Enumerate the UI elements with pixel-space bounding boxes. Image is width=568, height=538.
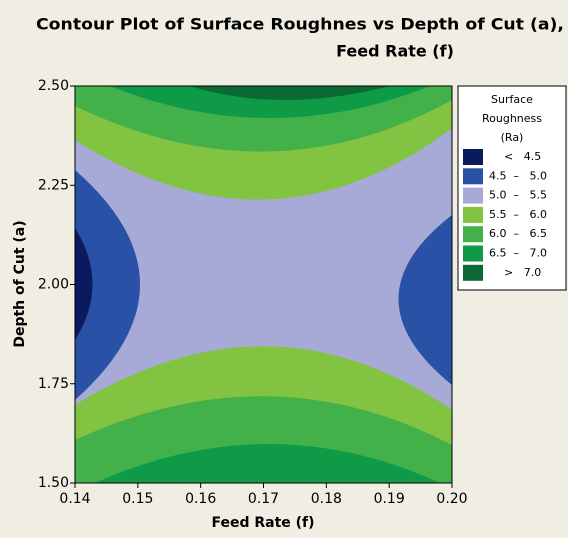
legend-label: 5.0 – 5.5 xyxy=(489,189,547,202)
x-tick-label: 0.16 xyxy=(185,491,216,507)
legend-title: (Ra) xyxy=(501,131,524,144)
contour-region xyxy=(95,444,440,483)
chart-title: Feed Rate (f) xyxy=(336,42,454,61)
legend-swatch xyxy=(463,168,483,185)
x-tick-label: 0.19 xyxy=(374,491,405,507)
legend-label: > 7.0 xyxy=(504,266,541,279)
y-tick-label: 2.00 xyxy=(38,277,69,293)
y-tick-label: 1.50 xyxy=(38,475,69,491)
x-tick-label: 0.20 xyxy=(436,491,467,507)
legend-swatch xyxy=(463,264,483,281)
x-tick-label: 0.17 xyxy=(248,491,279,507)
legend-swatch xyxy=(463,149,483,165)
y-tick-label: 2.25 xyxy=(38,177,69,193)
legend-title: Roughness xyxy=(482,112,542,125)
legend-label: < 4.5 xyxy=(504,150,541,163)
legend-swatch xyxy=(463,187,483,204)
x-tick-label: 0.14 xyxy=(59,491,90,507)
y-tick-label: 2.50 xyxy=(38,78,69,94)
legend-label: 4.5 – 5.0 xyxy=(489,169,547,182)
legend-title: Surface xyxy=(491,93,533,106)
y-tick-label: 1.75 xyxy=(38,376,69,392)
chart-title: Contour Plot of Surface Roughnes vs Dept… xyxy=(36,15,564,34)
contour-region xyxy=(190,86,390,100)
legend-swatch xyxy=(463,206,483,223)
legend-label: 6.5 – 7.0 xyxy=(489,247,547,260)
contour-region xyxy=(75,170,140,400)
x-axis-label: Feed Rate (f) xyxy=(211,515,314,531)
legend-swatch xyxy=(463,245,483,262)
legend-label: 5.5 – 6.0 xyxy=(489,208,547,221)
x-tick-label: 0.18 xyxy=(311,491,342,507)
contour-region xyxy=(75,228,93,340)
legend-label: 6.0 – 6.5 xyxy=(489,227,547,240)
legend-swatch xyxy=(463,226,483,243)
x-tick-label: 0.15 xyxy=(122,491,153,507)
contour-plot xyxy=(75,86,452,483)
y-axis-label: Depth of Cut (a) xyxy=(12,220,28,347)
contour-region xyxy=(398,215,452,385)
